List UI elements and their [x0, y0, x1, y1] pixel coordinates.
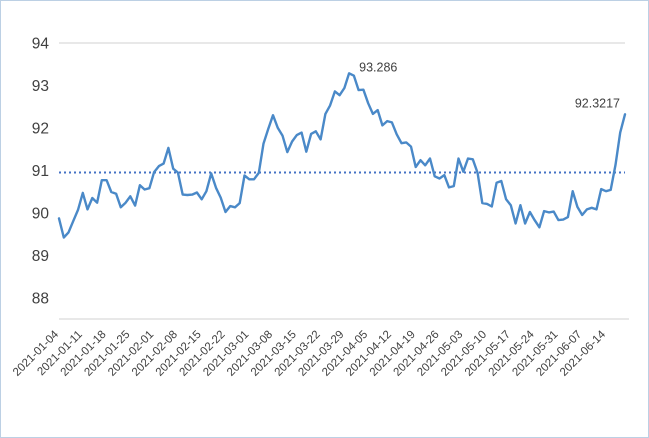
y-tick-label: 90 — [32, 205, 50, 222]
y-tick-label: 89 — [32, 248, 49, 265]
data-label: 92.3217 — [575, 96, 620, 110]
data-series-line — [57, 72, 627, 239]
data-label: 93.286 — [359, 60, 397, 74]
y-tick-label: 91 — [32, 163, 49, 180]
y-tick-label: 93 — [32, 78, 49, 95]
y-tick-label: 92 — [32, 120, 49, 137]
y-tick-label: 94 — [32, 36, 50, 53]
y-tick-label: 88 — [32, 290, 49, 307]
